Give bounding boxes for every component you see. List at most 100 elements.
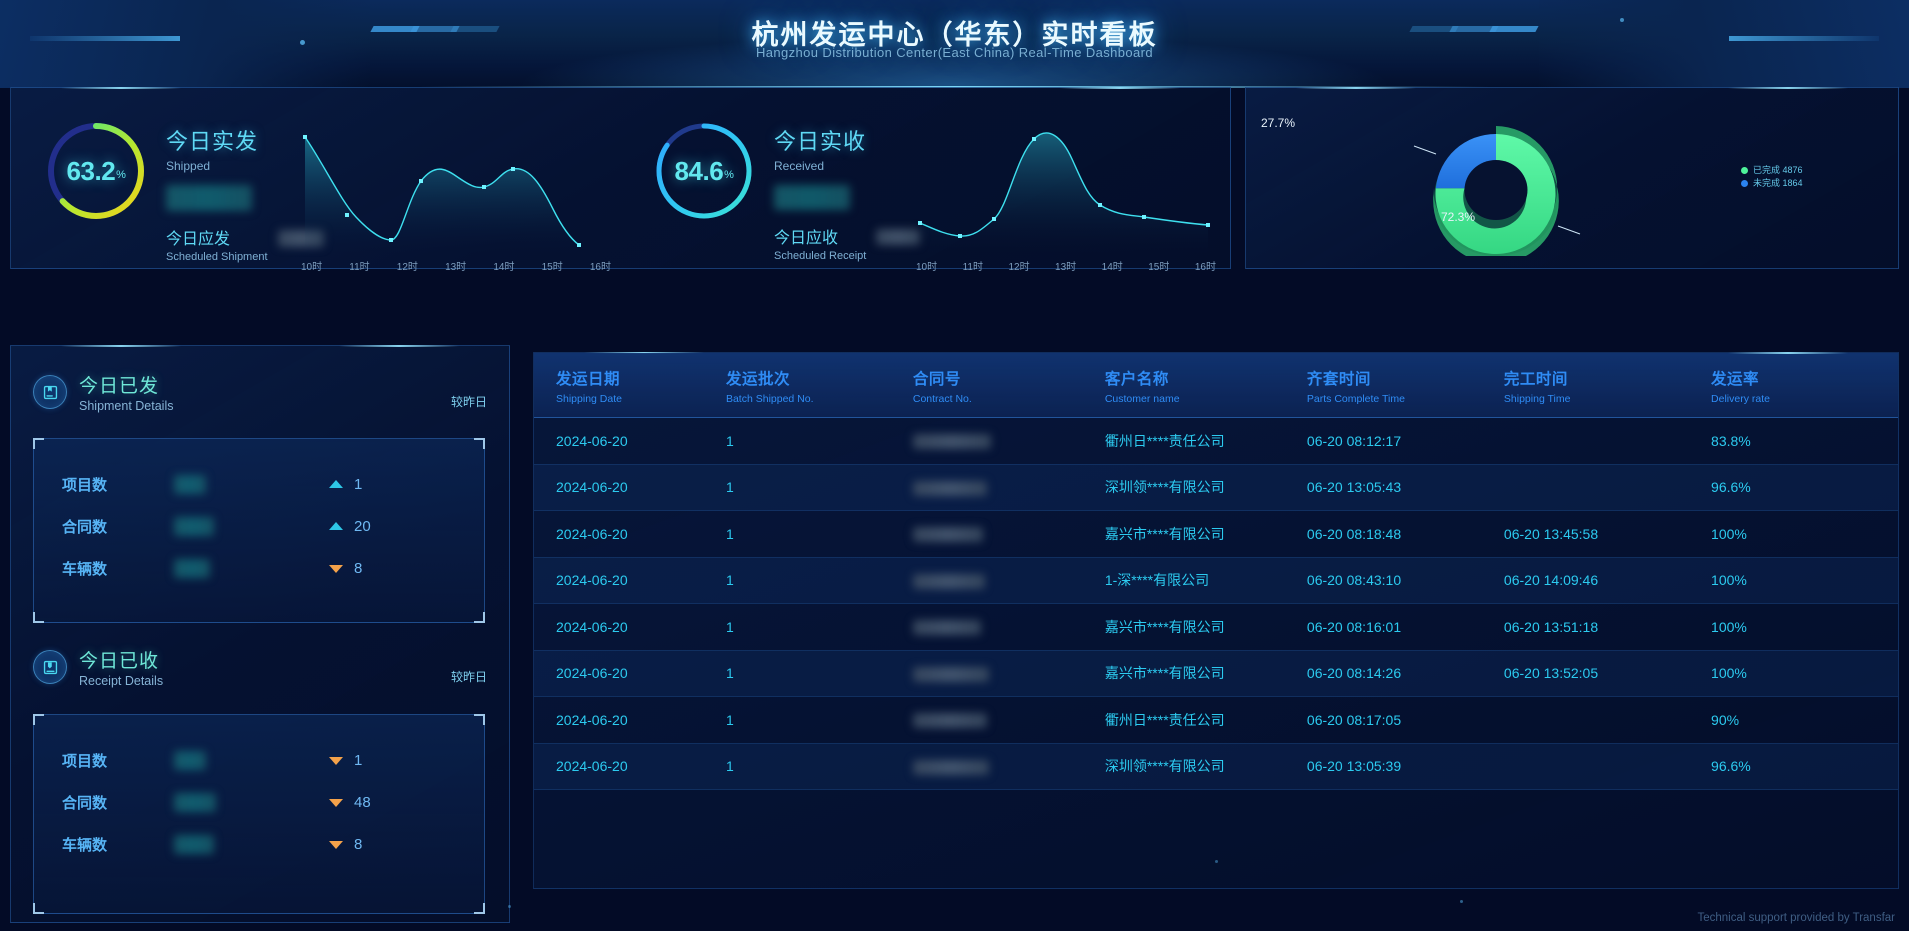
scheduled-receipt-title-cn: 今日应收: [774, 230, 839, 247]
metric-value-masked: [174, 750, 206, 770]
cell-shipping-date: 2024-06-20: [534, 696, 726, 744]
background-dot-icon: [1460, 900, 1463, 903]
donut-label-incomplete-percent: 27.7%: [1261, 116, 1296, 130]
cell-shipping-date: 2024-06-20: [534, 417, 726, 465]
x-tick: 16时: [589, 262, 611, 273]
table-row[interactable]: 2024-06-20 1 衢州日****责任公司 06-20 08:12:17 …: [534, 417, 1898, 465]
received-title-en: Received: [774, 159, 825, 173]
table-row[interactable]: 2024-06-20 1 深圳领****有限公司 06-20 13:05:39 …: [534, 743, 1898, 790]
receipt-metric-row: 项目数 1: [34, 739, 484, 781]
metric-delta: 1: [354, 751, 363, 769]
receipt-title-en: Receipt Details: [79, 674, 164, 688]
page-subtitle: Hangzhou Distribution Center(East China)…: [755, 45, 1154, 60]
cell-shipping-time: [1503, 743, 1712, 790]
column-header-batch-no[interactable]: 发运批次 Batch Shipped No.: [725, 353, 913, 418]
x-tick: 15时: [1148, 262, 1170, 273]
metric-label: 合同数: [62, 518, 108, 536]
shipment-metric-row: 车辆数 8: [34, 547, 484, 589]
cell-parts-complete-time: 06-20 08:16:01: [1306, 603, 1504, 651]
cell-shipping-time: 06-20 13:45:58: [1503, 510, 1712, 558]
column-header-contract-no[interactable]: 合同号 Contract No.: [912, 353, 1105, 418]
metric-value-masked: [174, 516, 214, 536]
receipt-metric-row: 合同数 48: [34, 781, 484, 823]
cell-customer-name: 嘉兴市****有限公司: [1104, 650, 1307, 697]
x-tick: 13时: [445, 262, 467, 273]
table-row[interactable]: 2024-06-20 1 嘉兴市****有限公司 06-20 08:18:48 …: [534, 510, 1898, 558]
footer-note: Technical support provided by Transfar: [1697, 912, 1895, 924]
metric-label: 项目数: [62, 476, 108, 494]
shipped-gauge: 63.2%: [43, 118, 149, 224]
cell-shipping-date: 2024-06-20: [534, 650, 726, 697]
metric-value-masked: [174, 834, 214, 854]
cell-customer-name: 衢州日****责任公司: [1104, 696, 1307, 744]
cell-batch-no: 1: [725, 743, 913, 790]
shipment-compare-label: 较昨日: [450, 395, 487, 409]
column-header-customer-name[interactable]: 客户名称 Customer name: [1104, 353, 1307, 418]
trend-down-icon: [329, 841, 343, 849]
cell-shipping-date: 2024-06-20: [534, 510, 726, 558]
cell-batch-no: 1: [725, 650, 913, 697]
trend-down-icon: [329, 565, 343, 573]
table-row[interactable]: 2024-06-20 1 嘉兴市****有限公司 06-20 08:16:01 …: [534, 603, 1898, 651]
x-tick: 12时: [396, 262, 418, 273]
column-header-shipping-date[interactable]: 发运日期 Shipping Date: [534, 353, 726, 418]
receipt-box-icon: [33, 650, 67, 684]
table-row[interactable]: 2024-06-20 1 深圳领****有限公司 06-20 13:05:43 …: [534, 464, 1898, 511]
shipped-title-en: Shipped: [166, 159, 211, 173]
cell-batch-no: 1: [725, 696, 913, 744]
cell-delivery-rate: 83.8%: [1711, 417, 1898, 465]
column-header-delivery-rate[interactable]: 发运率 Delivery rate: [1711, 353, 1898, 418]
cell-shipping-date: 2024-06-20: [534, 743, 726, 790]
metric-value-masked: [174, 558, 210, 578]
cell-delivery-rate: 90%: [1711, 696, 1898, 744]
legend-item-incomplete: 未完成 1864: [1741, 177, 1803, 190]
table-row[interactable]: 2024-06-20 1 衢州日****责任公司 06-20 08:17:05 …: [534, 696, 1898, 744]
kpi-panel: 63.2% 今日实发 Shipped 今日应发 Scheduled Shipme…: [10, 87, 1231, 273]
cell-customer-name: 嘉兴市****有限公司: [1104, 510, 1307, 558]
received-sparkline-chart: 10时 11时 12时 13时 14时 15时 16时: [916, 123, 1216, 283]
cell-shipping-date: 2024-06-20: [534, 603, 726, 651]
x-tick: 11时: [962, 262, 983, 273]
cell-delivery-rate: 100%: [1711, 650, 1898, 697]
trend-down-icon: [329, 799, 343, 807]
scheduled-receipt-title-en: Scheduled Receipt: [774, 250, 867, 262]
background-dot-icon: [1215, 860, 1218, 863]
cell-parts-complete-time: 06-20 08:18:48: [1306, 510, 1504, 558]
table-row[interactable]: 2024-06-20 1 1-深****有限公司 06-20 08:43:10 …: [534, 557, 1898, 604]
shipment-title-cn: 今日已发: [79, 376, 160, 397]
cell-parts-complete-time: 06-20 08:43:10: [1306, 557, 1504, 604]
metric-delta: 20: [354, 517, 371, 535]
donut-legend: 已完成 4876 未完成 1864: [1741, 164, 1803, 190]
cell-shipping-date: 2024-06-20: [534, 557, 726, 604]
cell-contract-no: [912, 696, 1105, 744]
trend-down-icon: [329, 757, 343, 765]
cell-batch-no: 1: [725, 464, 913, 511]
cell-customer-name: 深圳领****有限公司: [1104, 464, 1307, 511]
column-header-shipping-time[interactable]: 完工时间 Shipping Time: [1503, 353, 1712, 418]
received-chart-x-axis: 10时 11时 12时 13时 14时 15时 16时: [916, 258, 1216, 273]
scheduled-receipt-value-masked: [876, 229, 921, 245]
shipped-chart-x-axis: 10时 11时 12时 13时 14时 15时 16时: [301, 258, 611, 273]
cell-contract-no: [912, 417, 1105, 465]
cell-delivery-rate: 100%: [1711, 557, 1898, 604]
shipped-labels: 今日实发 Shipped 今日应发 Scheduled Shipment: [166, 124, 324, 263]
cell-delivery-rate: 100%: [1711, 603, 1898, 651]
metric-label: 车辆数: [62, 836, 108, 854]
column-header-parts-complete-time[interactable]: 齐套时间 Parts Complete Time: [1306, 353, 1504, 418]
table-row[interactable]: 2024-06-20 1 嘉兴市****有限公司 06-20 08:14:26 …: [534, 650, 1898, 697]
shipment-box-icon: [33, 375, 67, 409]
receipt-compare-label: 较昨日: [450, 670, 487, 684]
cell-parts-complete-time: 06-20 13:05:39: [1306, 743, 1504, 790]
metric-label: 车辆数: [62, 560, 108, 578]
cell-parts-complete-time: 06-20 13:05:43: [1306, 464, 1504, 511]
cell-shipping-time: 06-20 13:51:18: [1503, 603, 1712, 651]
metric-value-masked: [174, 792, 216, 812]
legend-label: 已完成 4876: [1753, 165, 1803, 175]
shipment-metric-row: 合同数 20: [34, 505, 484, 547]
completion-donut-chart: [1366, 106, 1626, 264]
trend-up-icon: [329, 480, 343, 488]
dashboard-header: 杭州发运中心（华东）实时看板 Hangzhou Distribution Cen…: [0, 0, 1909, 88]
cell-shipping-date: 2024-06-20: [534, 464, 726, 511]
scheduled-shipment-title-en: Scheduled Shipment: [166, 251, 268, 263]
cell-shipping-time: [1503, 417, 1712, 465]
